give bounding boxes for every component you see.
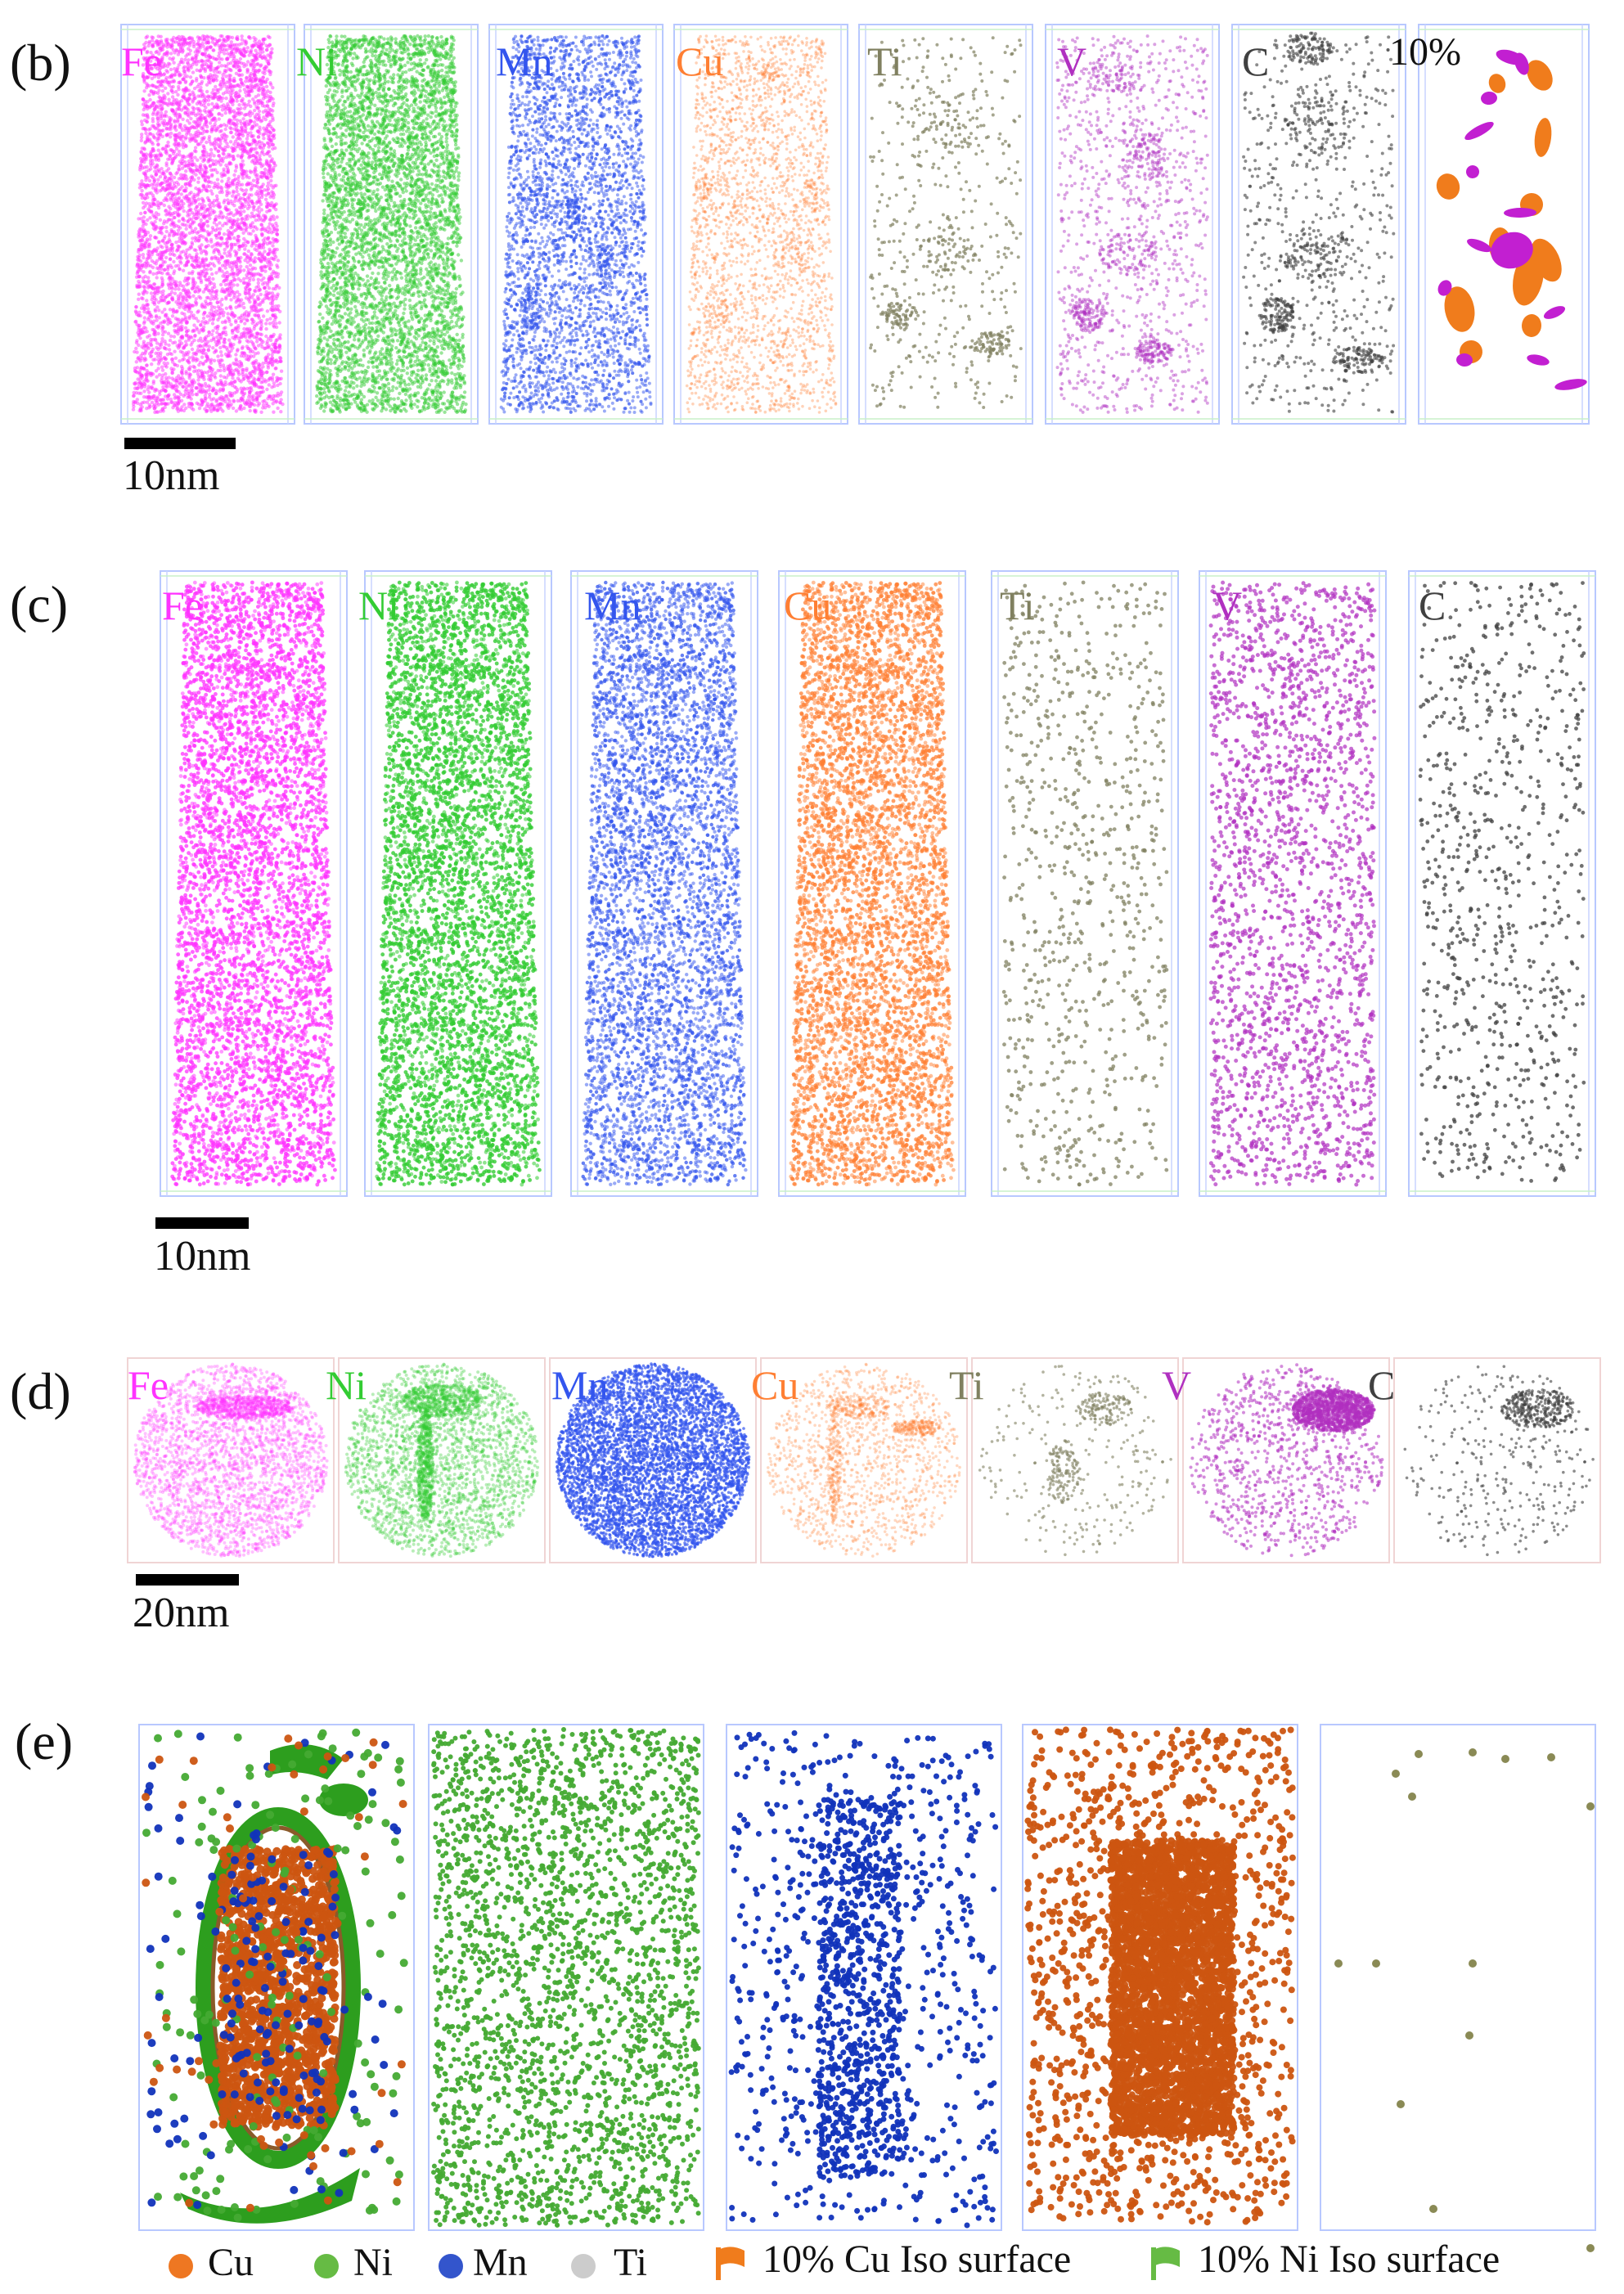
row-d-label-v: V <box>1162 1365 1191 1406</box>
row-c-panel-v <box>1199 571 1386 1196</box>
row-b-label-fe: Fe <box>121 41 162 82</box>
iso-blob <box>1463 119 1496 143</box>
iso-blob <box>1465 164 1480 179</box>
row-c-label-cu: Cu <box>784 585 831 626</box>
row-d-panel-ni <box>339 1358 545 1563</box>
ti-atom <box>1392 1770 1400 1778</box>
legend-mn: Mn <box>439 2240 528 2285</box>
iso-blob <box>1542 304 1567 322</box>
row-c-scale-text: 10nm <box>154 1232 250 1280</box>
row-b-panel-cu <box>674 25 848 424</box>
iso-blob <box>1480 91 1498 106</box>
ti-atom <box>1372 1959 1380 1968</box>
row-d-label-ni: Ni <box>326 1365 367 1406</box>
row-d-panel-ti <box>972 1358 1178 1563</box>
legend-ni-iso-label: 10% Ni Iso surface <box>1198 2238 1500 2281</box>
row-b-panel-mn <box>489 25 663 424</box>
row-b-label-v: V <box>1057 41 1086 82</box>
row-c-label-v: V <box>1212 585 1242 626</box>
row-c-panel-fe <box>160 571 347 1196</box>
row-d-panel-v <box>1183 1358 1389 1563</box>
ti-atom <box>1429 2205 1437 2213</box>
row-b-label-cu: Cu <box>676 41 723 82</box>
row-b-panel-v <box>1046 25 1219 424</box>
iso-blob <box>1532 117 1554 158</box>
row-c-label-c: C <box>1419 585 1446 626</box>
row-c-panel-ni <box>365 571 551 1196</box>
row-d-label-mn: Mn <box>551 1365 608 1406</box>
row-c-scale-bar <box>155 1217 249 1229</box>
row-b-label-mn: Mn <box>496 41 552 82</box>
legend-ni-iso-flag-icon <box>1150 2244 1183 2282</box>
legend-ni-dot-icon <box>314 2254 339 2278</box>
row-d-scale-bar <box>136 1574 239 1586</box>
row-e-panel-mn <box>727 1725 1001 2230</box>
ti-atom <box>1408 1792 1416 1801</box>
ti-atom <box>1415 1750 1423 1758</box>
iso-blob <box>1521 313 1541 337</box>
legend-cu-iso-flag-icon <box>715 2244 748 2282</box>
ti-atom <box>1586 2244 1595 2252</box>
row-e-panel-ti <box>1320 1725 1595 2252</box>
legend-ti-dot-icon <box>571 2254 596 2278</box>
legend-cu-label: Cu <box>208 2241 254 2284</box>
row-d-label-c: C <box>1368 1365 1395 1406</box>
row-b-panel-ni <box>304 25 478 424</box>
ti-atom <box>1586 1802 1595 1810</box>
row-b-panel-ti <box>859 25 1032 424</box>
row-b-panel-iso <box>1419 25 1589 424</box>
row-e-panel-ni <box>429 1725 704 2230</box>
legend-ni: Ni <box>314 2240 393 2285</box>
row-c-label-mn: Mn <box>584 585 641 626</box>
legend-ti-label: Ti <box>614 2241 647 2284</box>
legend-ni-label: Ni <box>353 2241 393 2284</box>
row-b-panel-fe <box>121 25 295 424</box>
row-d-label-fe: Fe <box>128 1365 169 1406</box>
row-c-label-ti: Ti <box>1000 585 1035 626</box>
ti-atom <box>1334 1959 1343 1968</box>
ti-atom <box>1397 2100 1405 2108</box>
ti-atom <box>1501 1755 1509 1763</box>
row-c-panel-mn <box>571 571 758 1196</box>
legend-cu-dot-icon <box>169 2254 193 2278</box>
row-c-label-fe: Fe <box>162 585 203 626</box>
ti-atom <box>1465 2031 1473 2040</box>
legend-mn-label: Mn <box>473 2241 528 2284</box>
ti-atom <box>1469 1959 1477 1968</box>
row-b-iso-label: 10% <box>1389 33 1461 72</box>
row-e-panel-composite <box>139 1725 414 2230</box>
legend-cu: Cu <box>169 2240 254 2285</box>
row-b-scale-bar <box>124 438 236 449</box>
row-c-panel-ti <box>992 571 1178 1196</box>
iso-blob <box>1433 171 1463 202</box>
iso-blob <box>1465 236 1493 254</box>
row-b-scale-text: 10nm <box>123 452 219 500</box>
ti-atom <box>1547 1753 1555 1761</box>
legend-cu-iso-label: 10% Cu Iso surface <box>763 2238 1071 2281</box>
row-b-label-ti: Ti <box>867 41 902 82</box>
legend-ni-iso: 10% Ni Iso surface <box>1150 2237 1500 2282</box>
row-d-label-ti: Ti <box>949 1365 984 1406</box>
row-b-label-c: C <box>1242 41 1269 82</box>
row-b-panel-c <box>1232 25 1406 424</box>
row-c-panel-c <box>1409 571 1595 1196</box>
row-d-scale-text: 20nm <box>133 1589 229 1637</box>
row-c-panel-cu <box>779 571 965 1196</box>
legend-mn-dot-icon <box>439 2254 463 2278</box>
ti-atom <box>1469 1748 1477 1756</box>
row-b-label-ni: Ni <box>296 41 337 82</box>
row-d-panel-c <box>1394 1358 1600 1563</box>
row-d-label-cu: Cu <box>751 1365 799 1406</box>
iso-blob <box>1526 353 1550 367</box>
row-e-panel-cu <box>1023 1725 1298 2230</box>
legend-ti: Ti <box>571 2240 647 2285</box>
legend-cu-iso: 10% Cu Iso surface <box>715 2237 1071 2282</box>
row-c-label-ni: Ni <box>358 585 399 626</box>
iso-blob <box>1504 208 1536 218</box>
